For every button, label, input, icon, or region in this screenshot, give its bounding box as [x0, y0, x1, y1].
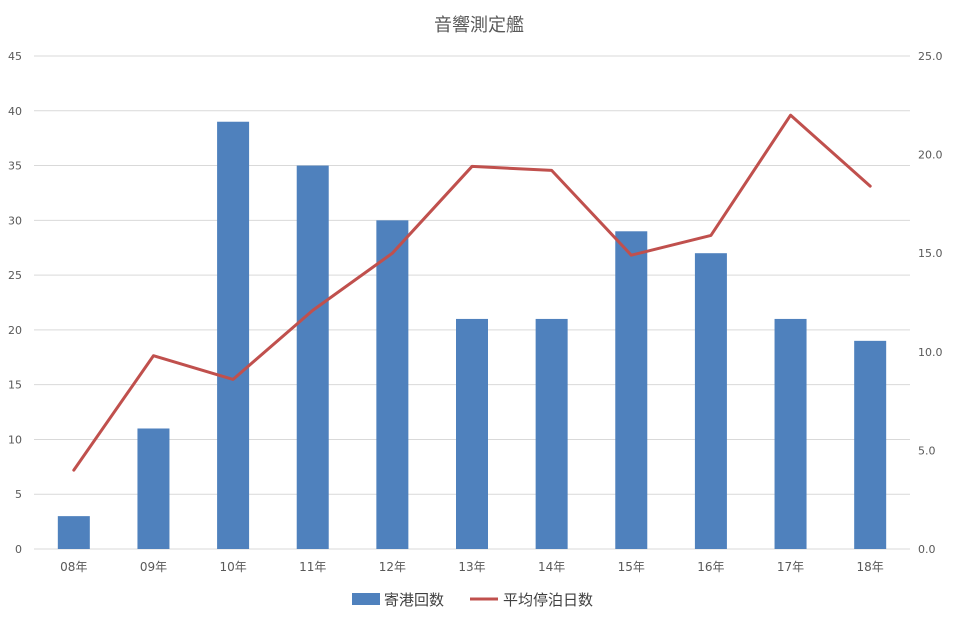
x-tick-label: 18年 [857, 560, 884, 574]
chart-title: 音響測定艦 [434, 15, 524, 36]
right-tick-label: 10.0 [918, 346, 943, 359]
bar [217, 121, 250, 549]
left-tick-label: 35 [8, 160, 22, 173]
right-tick-label: 20.0 [918, 149, 943, 162]
x-tick-label: 08年 [60, 560, 87, 574]
legend: 寄港回数 平均停泊日数 [352, 591, 593, 609]
left-tick-label: 40 [8, 105, 22, 118]
left-tick-label: 5 [15, 488, 22, 501]
bar [376, 220, 409, 550]
right-tick-label: 25.0 [918, 50, 943, 63]
x-tick-label: 09年 [140, 560, 167, 574]
right-tick-label: 15.0 [918, 247, 943, 260]
bar [137, 428, 170, 549]
legend-label: 寄港回数 [384, 591, 444, 609]
bar [535, 318, 568, 549]
x-tick-label: 15年 [618, 560, 645, 574]
left-tick-label: 0 [15, 543, 22, 556]
bar [296, 165, 329, 550]
bar [854, 340, 887, 549]
left-tick-label: 20 [8, 324, 22, 337]
left-tick-label: 45 [8, 50, 22, 63]
left-axis-ticks: 0 5 10 15 20 25 30 35 40 45 [8, 50, 22, 556]
x-tick-label: 17年 [777, 560, 804, 574]
right-tick-label: 0.0 [918, 543, 936, 556]
bar-series [57, 121, 887, 550]
x-axis-ticks: 08年 09年 10年 11年 12年 13年 14年 15年 16年 17年 18年 [60, 560, 884, 574]
series-line [72, 113, 872, 472]
x-tick-label: 11年 [299, 560, 326, 574]
x-tick-label: 16年 [697, 560, 724, 574]
right-tick-label: 5.0 [918, 444, 936, 457]
right-axis-ticks: 0.0 5.0 10.0 15.0 20.0 25.0 [918, 50, 943, 556]
x-tick-label: 10年 [219, 560, 246, 574]
x-tick-label: 12年 [379, 560, 406, 574]
bar [774, 318, 807, 549]
x-tick-label: 13年 [458, 560, 485, 574]
bar [694, 253, 727, 549]
left-tick-label: 15 [8, 379, 22, 392]
left-tick-label: 10 [8, 433, 22, 446]
left-tick-label: 25 [8, 269, 22, 282]
bar [456, 318, 488, 549]
legend-label: 平均停泊日数 [503, 591, 593, 609]
legend-swatch-bar [352, 593, 380, 605]
bar [57, 516, 90, 549]
x-tick-label: 14年 [538, 560, 565, 574]
line-series [72, 113, 872, 472]
left-tick-label: 30 [8, 214, 22, 227]
bar [615, 231, 648, 550]
